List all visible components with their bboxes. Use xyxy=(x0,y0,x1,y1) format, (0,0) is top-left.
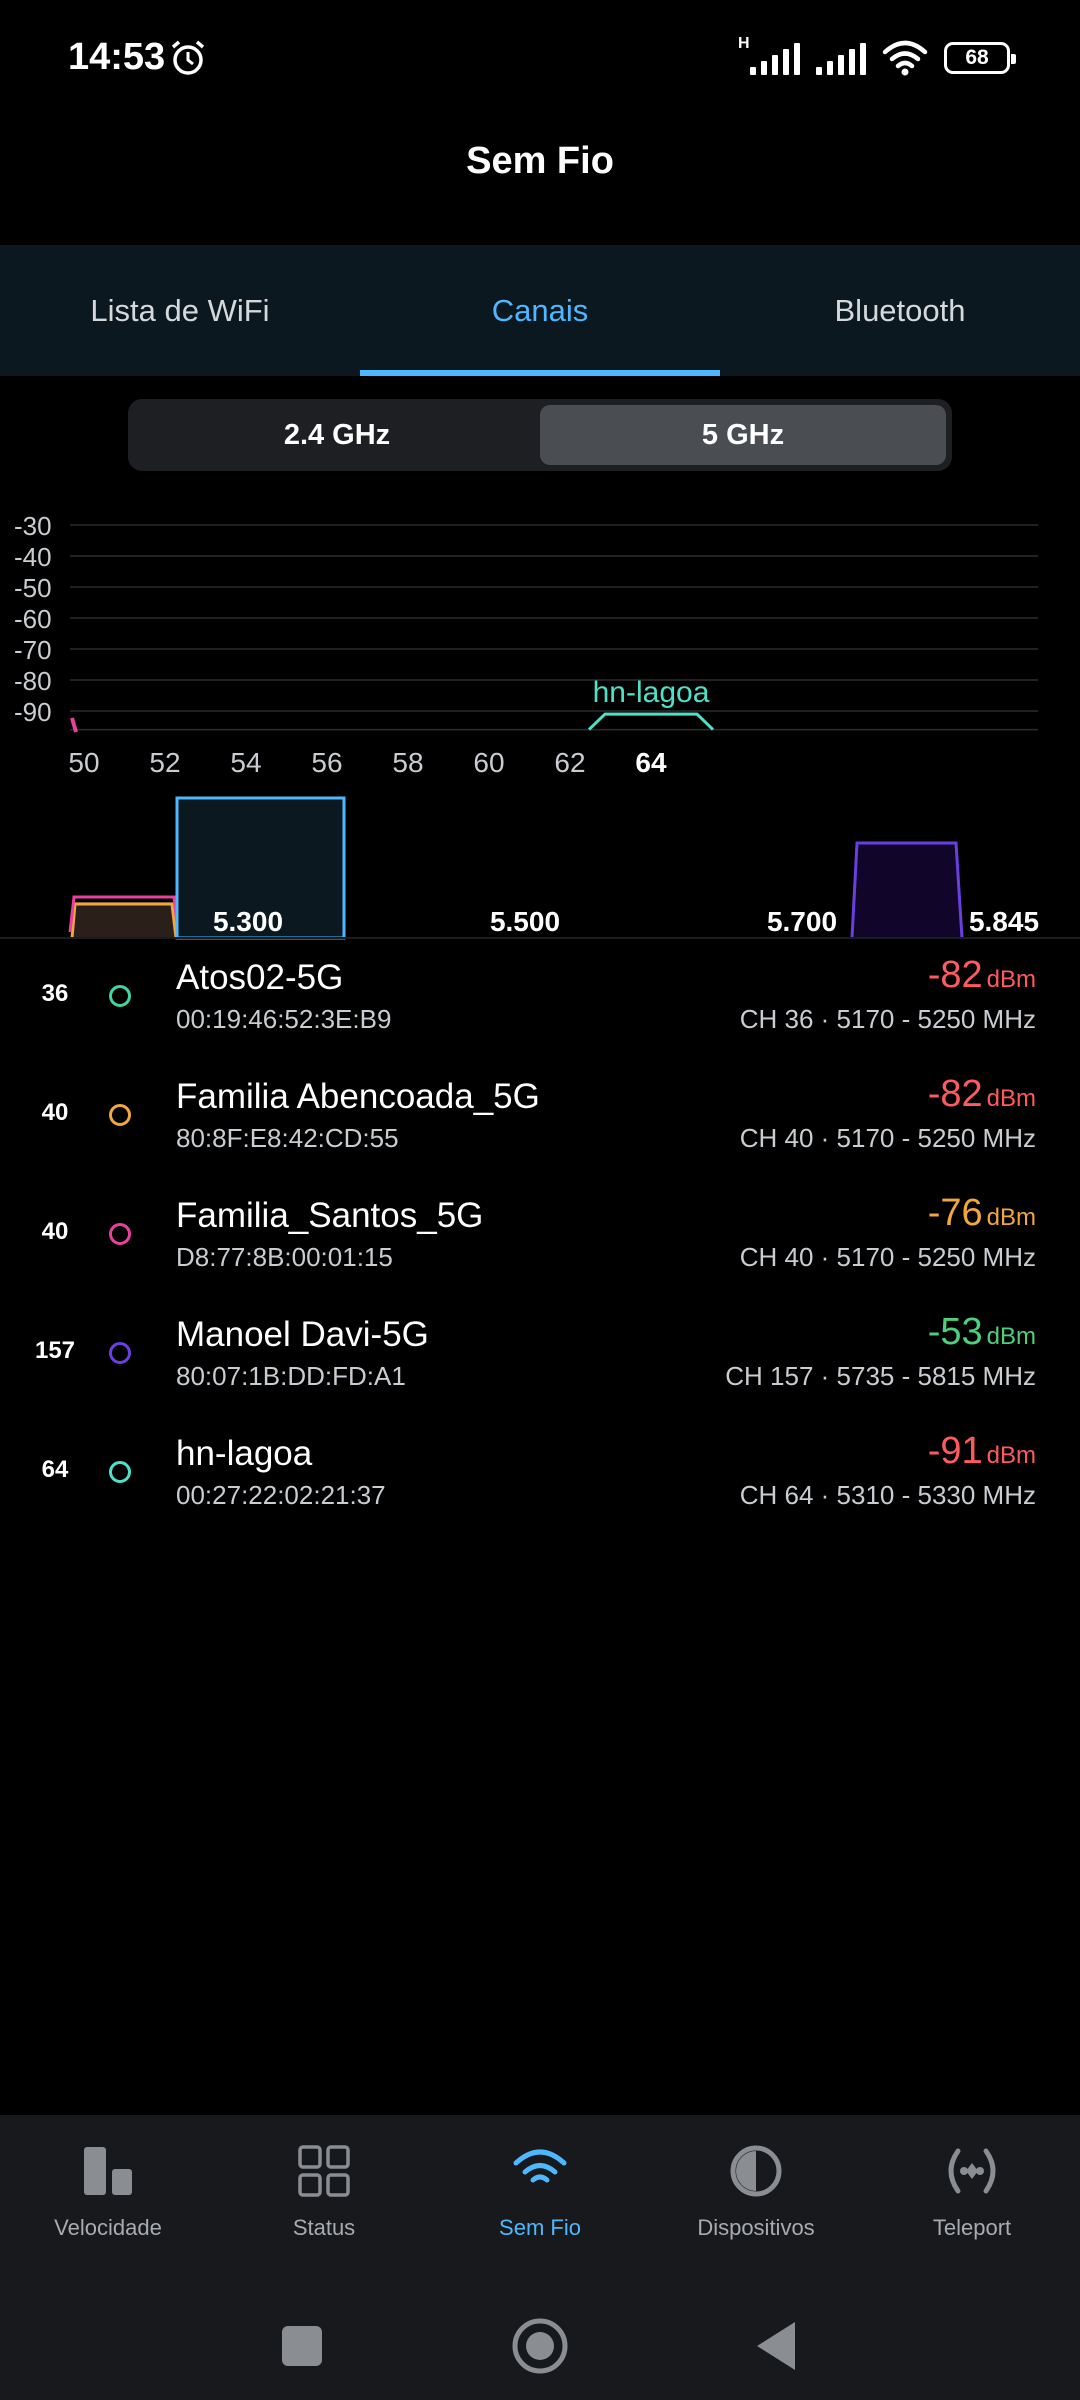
channel-info: CH 36 · 5170 - 5250 MHz xyxy=(739,1004,1036,1034)
cell-signal-2-icon xyxy=(816,41,866,75)
network-ssid: Familia_Santos_5G xyxy=(176,1196,484,1235)
nav-dispositivos[interactable]: Dispositivos xyxy=(648,2141,864,2275)
overview-strip: 5.300 5.500 5.700 5.845 xyxy=(0,796,1080,940)
grid-icon xyxy=(298,2145,350,2197)
channel-number: 40 xyxy=(41,1218,69,1245)
network-color-dot xyxy=(109,1104,131,1126)
signal-strength: -53 dBm xyxy=(927,1311,1036,1353)
alarm-icon xyxy=(171,40,205,75)
x-tick-label: 64 xyxy=(635,747,667,778)
y-tick-label: -30 xyxy=(14,511,52,541)
system-nav-bar xyxy=(282,2318,795,2374)
y-tick-label: -60 xyxy=(14,604,52,634)
nav-sem-fio[interactable]: Sem Fio xyxy=(432,2141,648,2275)
nav-velocidade[interactable]: Velocidade xyxy=(0,2141,216,2275)
list-item[interactable]: 40 Familia Abencoada_5G 80:8F:E8:42:CD:5… xyxy=(0,1059,1080,1178)
overview-band-manoel-davi[interactable] xyxy=(850,841,964,939)
network-mac: 00:19:46:52:3E:B9 xyxy=(176,1004,392,1034)
nav-status[interactable]: Status xyxy=(216,2141,432,2275)
battery-icon: 68 xyxy=(944,42,1016,74)
list-item[interactable]: 157 Manoel Davi-5G 80:07:1B:DD:FD:A1 -53… xyxy=(0,1297,1080,1416)
network-color-dot xyxy=(109,1461,131,1483)
nav-teleport[interactable]: Teleport xyxy=(864,2141,1080,2275)
page-title: Sem Fio xyxy=(466,140,614,182)
network-mac: 00:27:22:02:21:37 xyxy=(176,1480,386,1510)
network-mac: D8:77:8B:00:01:15 xyxy=(176,1242,393,1272)
network-color-dot xyxy=(109,985,131,1007)
channel-info: CH 40 · 5170 - 5250 MHz xyxy=(739,1123,1036,1153)
recent-apps-icon[interactable] xyxy=(282,2326,322,2366)
bottom-nav: Velocidade Status Sem Fio Dis xyxy=(0,2115,1080,2400)
y-tick-label: -50 xyxy=(14,573,52,603)
channel-info: CH 64 · 5310 - 5330 MHz xyxy=(739,1480,1036,1510)
x-tick-label: 60 xyxy=(473,747,504,778)
channel-number: 36 xyxy=(41,980,69,1007)
overview-label: 5.845 xyxy=(969,906,1039,937)
devices-icon xyxy=(730,2145,782,2197)
channel-number: 64 xyxy=(41,1456,69,1483)
x-tick-label: 52 xyxy=(149,747,180,778)
x-tick-label: 50 xyxy=(68,747,99,778)
y-tick-label: -90 xyxy=(14,697,52,727)
network-ssid: Atos02-5G xyxy=(176,958,344,997)
channel-info: CH 157 · 5735 - 5815 MHz xyxy=(725,1361,1036,1391)
network-mac: 80:07:1B:DD:FD:A1 xyxy=(176,1361,406,1391)
signal-strength: -82 dBm xyxy=(927,954,1036,996)
series-shape[interactable] xyxy=(587,712,715,731)
list-item[interactable]: 36 Atos02-5G 00:19:46:52:3E:B9 -82 dBm CH… xyxy=(0,940,1080,1059)
cell-signal-icon: H xyxy=(738,35,800,75)
channel-info: CH 40 · 5170 - 5250 MHz xyxy=(739,1242,1036,1272)
series-edge-mark xyxy=(70,717,78,733)
status-time: 14:53 xyxy=(68,36,166,78)
channel-number: 40 xyxy=(41,1099,69,1126)
channel-chart: -30 -40 -50 -60 -70 -80 -90 50 52 54 56 58 60 62 64 h… xyxy=(0,500,1080,940)
x-tick-label: 54 xyxy=(230,747,261,778)
channel-chart-svg: -30-40-50-60-70-80-90 50 52 54 56 58 60 62 64 h… xyxy=(0,511,1080,940)
overview-band-familia-abencoada[interactable] xyxy=(72,902,176,938)
status-bar: 14:53 H 68 xyxy=(0,0,1080,116)
y-tick-label: -80 xyxy=(14,666,52,696)
list-item[interactable]: 64 hn-lagoa 00:27:22:02:21:37 -91 dBm CH … xyxy=(0,1416,1080,1535)
network-ssid: Familia Abencoada_5G xyxy=(176,1077,540,1116)
band-toggle: 2.4 GHz 5 GHz xyxy=(128,399,952,471)
list-item[interactable]: 40 Familia_Santos_5G D8:77:8B:00:01:15 -… xyxy=(0,1178,1080,1297)
series-label: hn-lagoa xyxy=(593,676,710,709)
x-tick-label: 56 xyxy=(311,747,342,778)
channel-number: 157 xyxy=(34,1337,76,1364)
overview-label: 5.300 xyxy=(213,906,283,937)
bar-chart-icon xyxy=(84,2147,132,2195)
x-tick-label: 58 xyxy=(392,747,423,778)
y-tick-label: -70 xyxy=(14,635,52,665)
nav-label: Teleport xyxy=(932,2215,1012,2240)
wifi-status-icon xyxy=(882,40,928,76)
tab-wifi-list[interactable]: Lista de WiFi xyxy=(90,292,270,328)
signal-strength: -91 dBm xyxy=(927,1430,1036,1472)
nav-label: Velocidade xyxy=(54,2215,162,2240)
nav-label: Status xyxy=(292,2215,356,2240)
signal-strength: -82 dBm xyxy=(927,1073,1036,1115)
signal-strength: -76 dBm xyxy=(927,1192,1036,1234)
nav-label: Dispositivos xyxy=(697,2215,815,2240)
network-ssid: hn-lagoa xyxy=(176,1434,313,1473)
nav-label: Sem Fio xyxy=(499,2215,581,2240)
overview-label: 5.700 xyxy=(767,906,837,937)
overview-label: 5.500 xyxy=(490,906,560,937)
overview-viewport[interactable] xyxy=(175,796,346,940)
band-2-4ghz-button[interactable]: 2.4 GHz xyxy=(283,418,391,451)
home-icon[interactable] xyxy=(512,2318,568,2374)
tab-bar: Lista de WiFi Canais Bluetooth xyxy=(0,245,1080,376)
network-color-dot xyxy=(109,1223,131,1245)
network-list: 36 Atos02-5G 00:19:46:52:3E:B9 -82 dBm CH… xyxy=(0,940,1080,1535)
x-tick-label: 62 xyxy=(554,747,585,778)
network-mac: 80:8F:E8:42:CD:55 xyxy=(176,1123,399,1153)
band-5ghz-button[interactable]: 5 GHz xyxy=(540,405,946,465)
back-icon[interactable] xyxy=(757,2322,795,2370)
tab-bluetooth[interactable]: Bluetooth xyxy=(834,292,966,328)
wifi-icon xyxy=(513,2149,567,2183)
network-color-dot xyxy=(109,1342,131,1364)
y-tick-label: -40 xyxy=(14,542,52,572)
network-ssid: Manoel Davi-5G xyxy=(176,1315,429,1354)
teleport-icon xyxy=(948,2148,996,2194)
tab-channels[interactable]: Canais xyxy=(360,245,720,376)
